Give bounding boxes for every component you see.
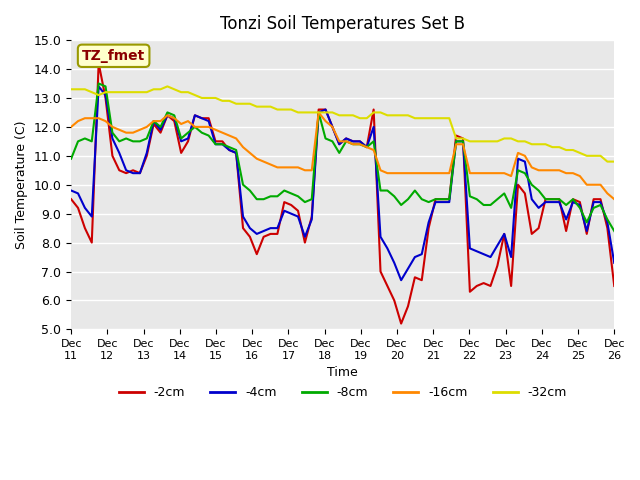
-16cm (308, 168, 316, 173)
-16cm (425, 170, 433, 176)
-4cm (315, 109, 323, 115)
Line: -4cm: -4cm (71, 86, 614, 280)
-2cm (315, 107, 323, 112)
Title: Tonzi Soil Temperatures Set B: Tonzi Soil Temperatures Set B (220, 15, 465, 33)
Line: -16cm: -16cm (71, 112, 614, 199)
-2cm (611, 283, 618, 289)
-16cm (445, 170, 453, 176)
-32cm (604, 159, 611, 165)
-32cm (404, 112, 412, 118)
-4cm (397, 277, 405, 283)
-2cm (404, 303, 412, 309)
-16cm (315, 109, 323, 115)
-4cm (431, 199, 439, 205)
-32cm (445, 115, 453, 121)
-2cm (67, 196, 75, 202)
Y-axis label: Soil Temperature (C): Soil Temperature (C) (15, 120, 28, 249)
Line: -8cm: -8cm (71, 84, 614, 231)
Text: TZ_fmet: TZ_fmet (82, 49, 145, 63)
-8cm (556, 196, 563, 202)
-32cm (556, 144, 563, 150)
-16cm (556, 168, 563, 173)
-32cm (397, 112, 405, 118)
-8cm (397, 202, 405, 208)
-8cm (611, 228, 618, 234)
Legend: -2cm, -4cm, -8cm, -16cm, -32cm: -2cm, -4cm, -8cm, -16cm, -32cm (113, 381, 572, 404)
-4cm (67, 188, 75, 193)
-8cm (67, 156, 75, 162)
-2cm (397, 321, 405, 326)
-2cm (431, 196, 439, 202)
-32cm (67, 86, 75, 92)
-8cm (95, 81, 102, 86)
Line: -32cm: -32cm (71, 86, 614, 162)
-2cm (95, 60, 102, 66)
X-axis label: Time: Time (327, 366, 358, 379)
-4cm (452, 138, 460, 144)
-2cm (452, 132, 460, 138)
-16cm (67, 124, 75, 130)
-8cm (445, 196, 453, 202)
-16cm (404, 170, 412, 176)
Line: -2cm: -2cm (71, 63, 614, 324)
-4cm (563, 216, 570, 222)
-32cm (164, 84, 172, 89)
-4cm (611, 260, 618, 266)
-2cm (411, 275, 419, 280)
-4cm (95, 84, 102, 89)
-32cm (315, 109, 323, 115)
-32cm (425, 115, 433, 121)
-8cm (315, 109, 323, 115)
-8cm (404, 196, 412, 202)
-2cm (563, 228, 570, 234)
-4cm (411, 254, 419, 260)
-4cm (404, 266, 412, 272)
-16cm (397, 170, 405, 176)
-32cm (611, 159, 618, 165)
-8cm (425, 199, 433, 205)
-16cm (611, 196, 618, 202)
